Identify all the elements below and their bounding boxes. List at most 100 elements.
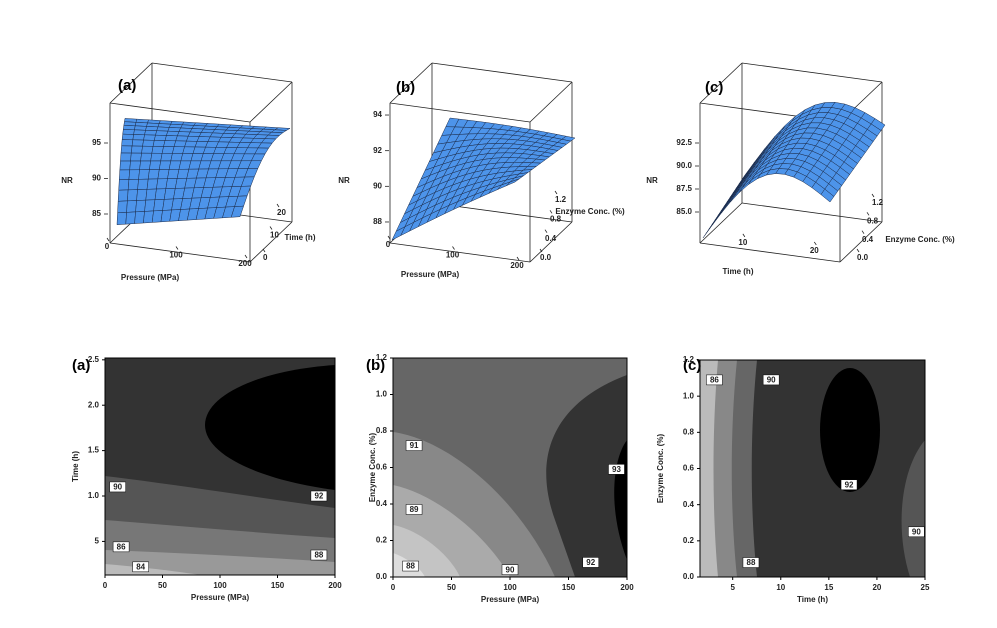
surface-patch — [132, 134, 145, 141]
z-tick-label: 90 — [373, 181, 382, 190]
box-edge — [109, 242, 251, 263]
y-tick-label: 0.0 — [376, 572, 388, 581]
y-tick-label: 1.5 — [88, 446, 100, 455]
y-tick-label: 1.0 — [376, 390, 388, 399]
surface-patch — [152, 140, 166, 147]
y-tick-label: 0.4 — [862, 235, 874, 244]
panel-label: (c) — [683, 357, 701, 374]
panel-label: (c) — [705, 79, 723, 96]
z-tick-label: 92 — [373, 146, 382, 155]
y-axis-label: Enzyme Conc. (%) — [885, 235, 955, 244]
contour-label: 90 — [113, 483, 122, 492]
x-tick-label: 100 — [503, 583, 517, 592]
contour-label-box — [310, 490, 328, 502]
x-tick-label: 100 — [446, 251, 460, 260]
surface-patch — [126, 200, 137, 213]
box-edge — [839, 221, 883, 263]
x-axis-label: Pressure (MPa) — [191, 593, 250, 602]
x-tick-label: 150 — [562, 583, 576, 592]
y-tick-label: 2.5 — [88, 355, 100, 364]
y-axis-label: Enzyme Conc. (%) — [368, 432, 377, 502]
x-axis-label: Pressure (MPa) — [481, 595, 540, 604]
y-tick-label: 20 — [277, 208, 286, 217]
y-tick — [871, 193, 875, 198]
surface-patch — [127, 179, 139, 191]
y-tick-label: 0.8 — [550, 214, 562, 223]
y-tick-label: 0.6 — [683, 464, 695, 473]
surface-patch — [158, 160, 172, 170]
surface-patch — [144, 130, 158, 136]
x-tick-label: 100 — [213, 581, 227, 590]
y-tick — [539, 248, 543, 253]
z-tick-label: 94 — [373, 110, 382, 119]
y-tick-label: 0.2 — [376, 536, 388, 545]
box-edge — [249, 221, 293, 263]
surface-patch — [135, 199, 147, 213]
y-tick-label: 0 — [263, 253, 268, 262]
y-tick — [866, 212, 870, 216]
surface-patch — [119, 160, 131, 171]
contour-label: 84 — [136, 562, 145, 571]
y-tick — [856, 248, 860, 253]
surface-patch — [160, 153, 173, 162]
x-tick — [742, 233, 746, 238]
contour-label-box — [132, 561, 149, 573]
contour-fill-b — [393, 358, 627, 577]
z-axis-label: NR — [61, 176, 73, 185]
x-tick-label: 10 — [738, 238, 747, 247]
y-tick-label: 0.8 — [683, 427, 695, 436]
contour-plot: (b) Pressure (MPa) Enzyme Conc. (%) 0 50 100 1… — [366, 353, 634, 604]
z-tick-label: 85.0 — [676, 207, 692, 216]
y-tick-label: 0.2 — [683, 536, 695, 545]
x-tick-label: 5 — [730, 583, 735, 592]
x-tick-label: 25 — [921, 583, 930, 592]
x-tick — [175, 246, 179, 250]
contour-label: 90 — [767, 376, 776, 385]
contour-label-box — [501, 564, 519, 575]
y-tick-label: 1.2 — [683, 355, 695, 364]
box-edge — [389, 102, 531, 123]
surface-patch — [142, 139, 155, 147]
y-tick-label: 0.0 — [683, 572, 695, 581]
surface-patch — [173, 140, 187, 148]
contour-label: 89 — [410, 505, 419, 514]
surface-patch — [153, 134, 167, 141]
x-tick — [516, 256, 520, 261]
x-tick — [387, 235, 391, 240]
y-tick-label: 1.2 — [872, 198, 884, 207]
y-axis-label: Time (h) — [285, 233, 316, 242]
box-edge — [389, 242, 531, 263]
x-tick-label: 150 — [271, 581, 285, 590]
box-edge — [389, 62, 433, 104]
surface-patch — [147, 169, 160, 180]
surface-patch — [820, 188, 835, 203]
z-tick-label: 95 — [92, 138, 101, 147]
box-edge — [741, 62, 883, 83]
y-tick-label: 0.8 — [867, 216, 879, 225]
surface-patch — [128, 169, 140, 180]
surface-patch — [167, 127, 182, 132]
surface-patch — [144, 199, 156, 212]
y-tick-label: 0.8 — [376, 426, 388, 435]
z-tick-label: 88 — [373, 217, 382, 226]
panel-label: (b) — [396, 79, 415, 96]
contour-label: 88 — [314, 551, 323, 560]
y-tick-label: 1.2 — [555, 195, 567, 204]
surface-patch — [156, 126, 170, 132]
x-tick — [452, 246, 455, 250]
box-edge — [699, 62, 743, 104]
y-tick-label: 10 — [270, 231, 279, 240]
surface-patch — [134, 211, 145, 224]
x-tick — [813, 241, 817, 246]
x-tick-label: 0 — [105, 242, 110, 251]
panel-label: (a) — [72, 357, 90, 374]
contour-label-box — [402, 560, 419, 572]
box-edge — [741, 202, 883, 223]
z-tick-label: 90 — [92, 174, 101, 183]
y-tick-label: 1.2 — [376, 353, 388, 362]
surface-patch — [230, 205, 244, 218]
surface-patch — [121, 133, 134, 141]
surface-patch — [121, 139, 134, 147]
z-tick-label: 92.5 — [676, 138, 692, 147]
y-tick — [554, 190, 558, 195]
